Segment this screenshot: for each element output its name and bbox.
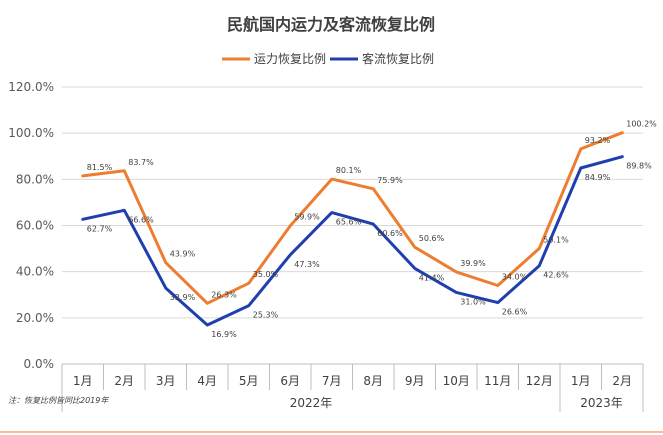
y-tick-label: 20.0%: [16, 311, 54, 325]
group-label-1: 2023年: [580, 396, 623, 410]
series-line-0: [81, 131, 624, 305]
data-label-0: 50.6%: [419, 234, 445, 243]
data-label-0: 35.0%: [253, 270, 279, 279]
y-tick-label: 0.0%: [24, 357, 55, 371]
x-tick-label: 7月: [322, 374, 342, 388]
data-label-0: 75.9%: [377, 176, 403, 185]
x-tick-label: 1月: [571, 374, 591, 388]
x-axis: 1月 2月 3月 4月 5月 6月 7月 8月 9月 10月 11月 12月 1月 2月 2022年 2023…: [61, 363, 644, 412]
x-tick-label: 12月: [526, 374, 553, 388]
y-tick-label: 80.0%: [16, 172, 54, 186]
data-label-0: 80.1%: [336, 166, 362, 175]
y-tick-label: 100.0%: [8, 126, 54, 140]
x-tick-label: 11月: [484, 374, 511, 388]
y-tick-label: 60.0%: [16, 219, 54, 233]
y-axis: 0.0% 20.0% 40.0% 60.0% 80.0% 100.0% 120.0%: [8, 80, 54, 371]
grid: [62, 86, 643, 319]
data-label-1: 26.6%: [502, 308, 528, 317]
data-label-0: 34.0%: [502, 273, 528, 282]
data-label-1: 62.7%: [87, 224, 113, 233]
data-label-0: 81.5%: [87, 163, 113, 172]
x-tick-label: 5月: [239, 374, 259, 388]
data-label-1: 47.3%: [294, 260, 320, 269]
data-label-1: 60.6%: [377, 229, 403, 238]
x-tick-label: 1月: [73, 374, 93, 388]
data-label-1: 25.3%: [253, 311, 279, 320]
data-label-1: 41.4%: [419, 273, 445, 282]
group-label-0: 2022年: [290, 396, 333, 410]
x-tick-label: 2月: [114, 374, 134, 388]
x-tick-label: 8月: [363, 374, 383, 388]
data-label-0: 50.1%: [543, 235, 569, 244]
legend: 运力恢复比例 客流恢复比例: [222, 51, 434, 66]
series-layer: [81, 131, 624, 327]
y-tick-label: 40.0%: [16, 265, 54, 279]
data-label-1: 42.6%: [543, 271, 569, 280]
footnote: 注：恢复比例皆同比2019年: [8, 396, 109, 405]
legend-label-1: 客流恢复比例: [362, 51, 434, 66]
data-label-1: 16.9%: [211, 330, 237, 339]
y-tick-label: 120.0%: [8, 80, 54, 94]
x-tick-label: 9月: [405, 374, 425, 388]
data-label-0: 39.9%: [460, 259, 486, 268]
data-label-1: 32.9%: [170, 293, 196, 302]
data-label-1: 65.6%: [336, 218, 362, 227]
data-label-0: 93.2%: [585, 136, 611, 145]
data-label-0: 100.2%: [626, 120, 657, 129]
data-label-1: 31.0%: [460, 297, 486, 306]
data-labels: 81.5% 83.7% 43.9% 26.3% 35.0% 59.9% 80.1% 75.9%…: [87, 120, 657, 339]
x-tick-label: 6月: [280, 374, 300, 388]
data-label-0: 83.7%: [128, 158, 154, 167]
data-label-0: 43.9%: [170, 250, 196, 259]
x-tick-label: 2月: [612, 374, 632, 388]
series-line-1: [81, 155, 624, 327]
chart-title: 民航国内运力及客流恢复比例: [227, 15, 435, 34]
data-label-1: 66.6%: [128, 215, 154, 224]
x-tick-label: 3月: [156, 374, 176, 388]
data-label-0: 59.9%: [294, 213, 320, 222]
data-label-0: 26.3%: [211, 290, 237, 299]
legend-label-0: 运力恢复比例: [254, 52, 326, 66]
data-label-1: 89.8%: [626, 162, 652, 171]
x-tick-label: 10月: [443, 374, 470, 388]
x-tick-label: 4月: [197, 374, 217, 388]
data-label-1: 84.9%: [585, 173, 611, 182]
